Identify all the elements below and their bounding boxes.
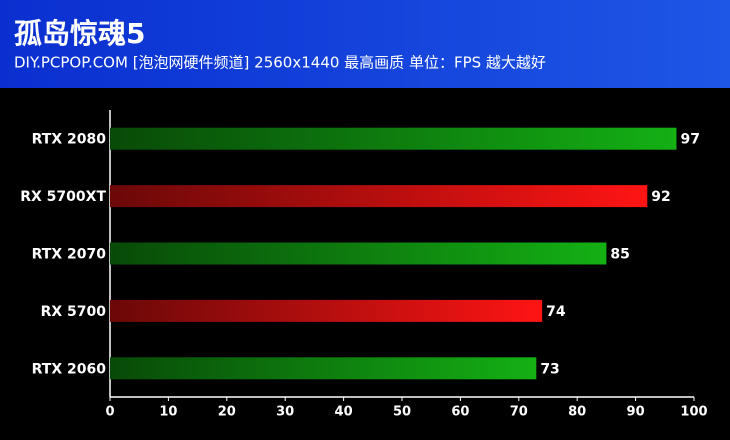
- value-label: 97: [680, 132, 699, 148]
- x-tick-label: 50: [393, 405, 411, 420]
- value-label: 73: [540, 361, 559, 377]
- x-tick-label: 80: [568, 405, 586, 420]
- x-tick-label: 30: [276, 405, 294, 420]
- bar: [110, 357, 537, 380]
- chart-title: 孤岛惊魂5: [14, 17, 145, 50]
- bar: [110, 185, 648, 208]
- x-tick-label: 60: [451, 405, 469, 420]
- y-tick-label: RTX 2070: [32, 247, 107, 263]
- bar: [110, 299, 543, 322]
- value-label: 85: [610, 247, 629, 263]
- y-tick-label: RTX 2080: [32, 132, 107, 148]
- x-tick-label: 70: [510, 405, 528, 420]
- y-tick-label: RTX 2060: [32, 361, 107, 377]
- x-tick-label: 10: [159, 405, 177, 420]
- x-tick-label: 0: [105, 405, 114, 420]
- bar: [110, 127, 677, 150]
- y-tick-label: RX 5700: [41, 304, 107, 320]
- x-tick-label: 40: [335, 405, 353, 420]
- value-label: 92: [651, 189, 670, 205]
- bar: [110, 242, 607, 265]
- header: [0, 0, 730, 88]
- value-label: 74: [546, 304, 566, 320]
- x-tick-label: 20: [218, 405, 236, 420]
- chart-subtitle: DIY.PCPOP.COM [泡泡网硬件频道] 2560x1440 最高画质 单…: [14, 54, 546, 72]
- x-tick-label: 90: [627, 405, 645, 420]
- y-tick-label: RX 5700XT: [20, 189, 106, 205]
- x-tick-label: 100: [680, 405, 707, 420]
